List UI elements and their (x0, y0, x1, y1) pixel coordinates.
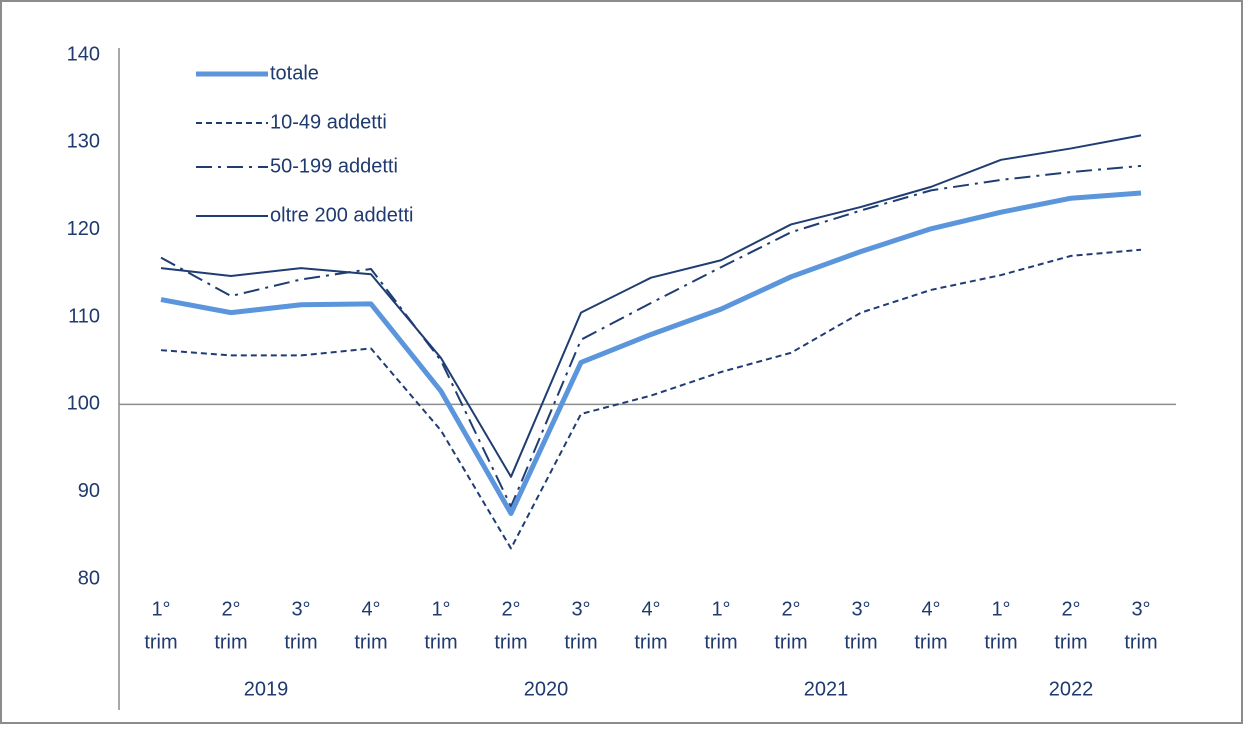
x-tick-label: trim (354, 631, 387, 653)
x-tick-label: 1° (431, 598, 450, 620)
x-tick-label: 4° (361, 598, 380, 620)
y-tick-label: 140 (67, 43, 100, 65)
year-label: 2020 (524, 678, 569, 700)
x-tick-label: 4° (641, 598, 660, 620)
x-tick-label: trim (634, 631, 667, 653)
x-tick-label: 2° (221, 598, 240, 620)
series-line (160, 190, 1142, 516)
legend-label: totale (270, 62, 319, 84)
y-tick-label: 100 (67, 393, 100, 415)
x-tick-label: 4° (921, 598, 940, 620)
series-line (160, 134, 1142, 478)
x-tick-label: trim (1124, 631, 1157, 653)
x-tick-label: 1° (711, 598, 730, 620)
x-tick-label: trim (844, 631, 877, 653)
x-tick-label: 3° (571, 598, 590, 620)
y-tick-label: 120 (67, 218, 100, 240)
x-tick-label: trim (1054, 631, 1087, 653)
x-tick-label: 2° (781, 598, 800, 620)
legend-label: 10-49 addetti (270, 111, 387, 133)
y-tick-label: 130 (67, 131, 100, 153)
x-tick-label: trim (984, 631, 1017, 653)
x-tick-label: trim (774, 631, 807, 653)
year-label: 2019 (244, 678, 289, 700)
x-tick-label: 1° (991, 598, 1010, 620)
legend-label: oltre 200 addetti (270, 204, 413, 226)
x-tick-label: trim (914, 631, 947, 653)
x-tick-label: 1° (151, 598, 170, 620)
x-tick-label: trim (284, 631, 317, 653)
year-label: 2022 (1049, 678, 1094, 700)
y-tick-label: 90 (78, 480, 100, 502)
y-tick-label: 80 (78, 567, 100, 589)
x-tick-label: trim (214, 631, 247, 653)
series-line (160, 164, 1142, 508)
x-tick-label: 2° (501, 598, 520, 620)
x-tick-label: trim (704, 631, 737, 653)
x-tick-label: trim (494, 631, 527, 653)
series-line (160, 248, 1142, 550)
x-tick-label: 3° (851, 598, 870, 620)
x-tick-label: trim (424, 631, 457, 653)
year-label: 2021 (804, 678, 849, 700)
x-tick-label: 2° (1061, 598, 1080, 620)
x-tick-label: 3° (1131, 598, 1150, 620)
x-tick-label: 3° (291, 598, 310, 620)
y-tick-label: 110 (68, 305, 100, 327)
x-tick-label: trim (144, 631, 177, 653)
x-tick-label: trim (564, 631, 597, 653)
legend-label: 50-199 addetti (270, 155, 398, 177)
